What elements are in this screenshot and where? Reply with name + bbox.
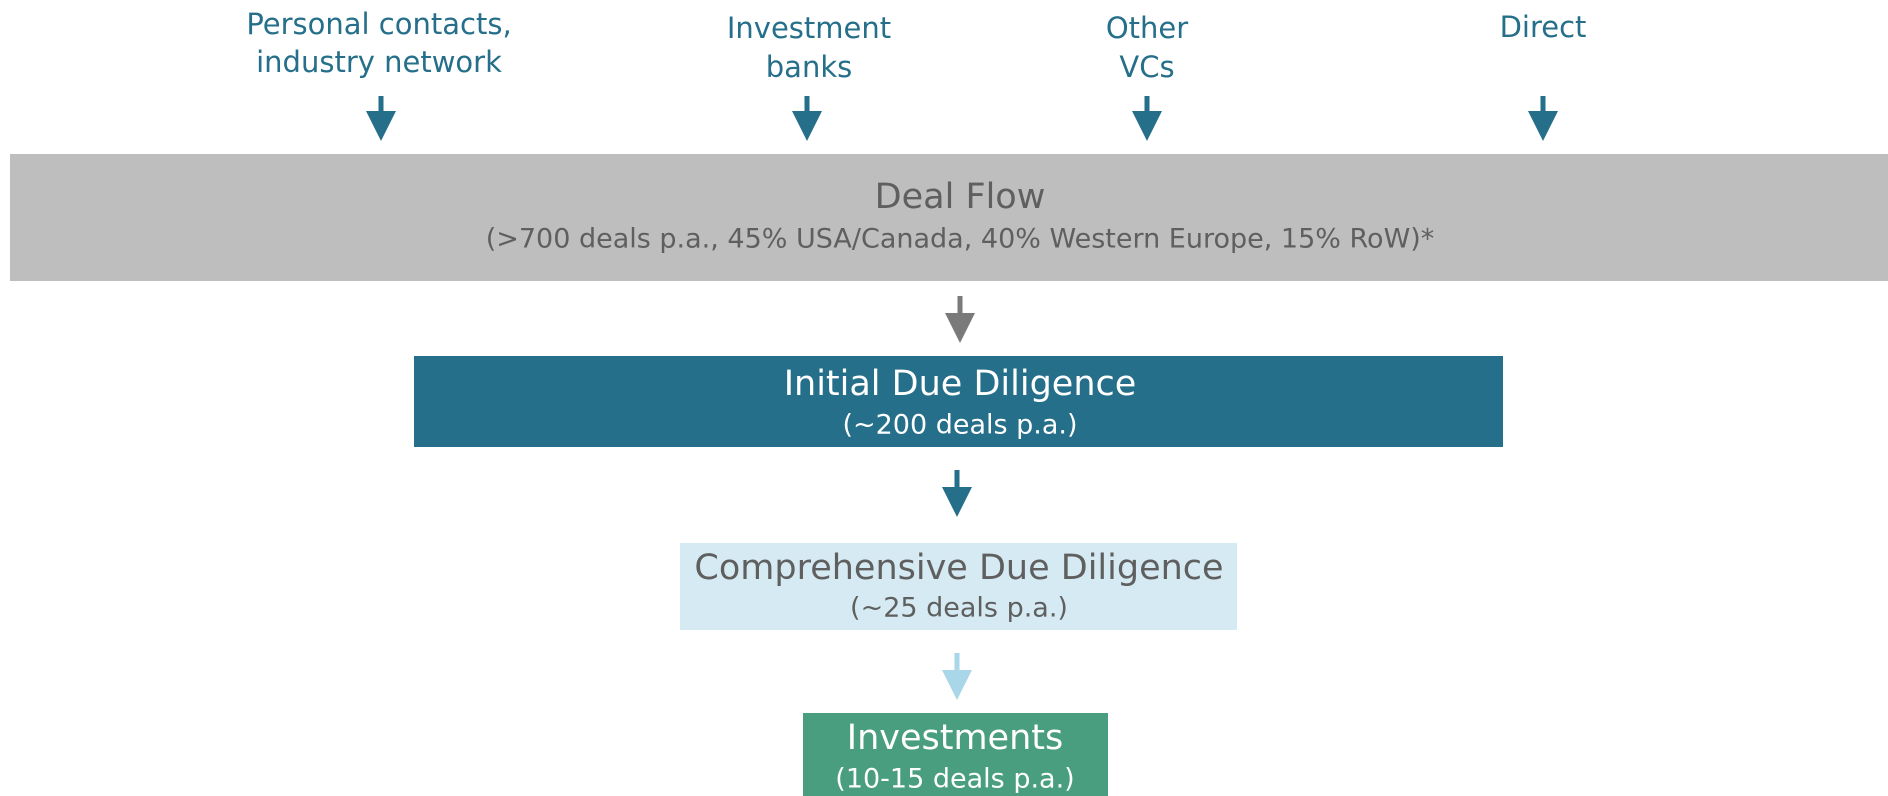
- investments-box: [803, 713, 1108, 796]
- initial-dd-box: [414, 356, 1503, 447]
- source-label: Investment: [727, 11, 891, 45]
- source-label: Direct: [1500, 10, 1587, 44]
- stage-subtitle: (>700 deals p.a., 45% USA/Canada, 40% We…: [486, 224, 1435, 255]
- comprehensive-dd-box: [680, 543, 1237, 630]
- source-arrows: [366, 96, 1558, 141]
- stage-subtitle: (~200 deals p.a.): [842, 410, 1077, 441]
- stage-title: Deal Flow: [875, 177, 1046, 217]
- stage-title: Initial Due Diligence: [784, 364, 1137, 404]
- stage-title: Comprehensive Due Diligence: [694, 548, 1223, 588]
- source-label: banks: [766, 50, 852, 84]
- stage-title: Investments: [847, 718, 1063, 758]
- source-label: Personal contacts,: [246, 7, 511, 41]
- source-label: industry network: [256, 45, 502, 79]
- source-label: VCs: [1119, 50, 1174, 84]
- deal-flow-box: [10, 154, 1888, 281]
- stage-subtitle: (10-15 deals p.a.): [835, 764, 1074, 795]
- stage-subtitle: (~25 deals p.a.): [850, 593, 1068, 624]
- source-label: Other: [1106, 11, 1188, 45]
